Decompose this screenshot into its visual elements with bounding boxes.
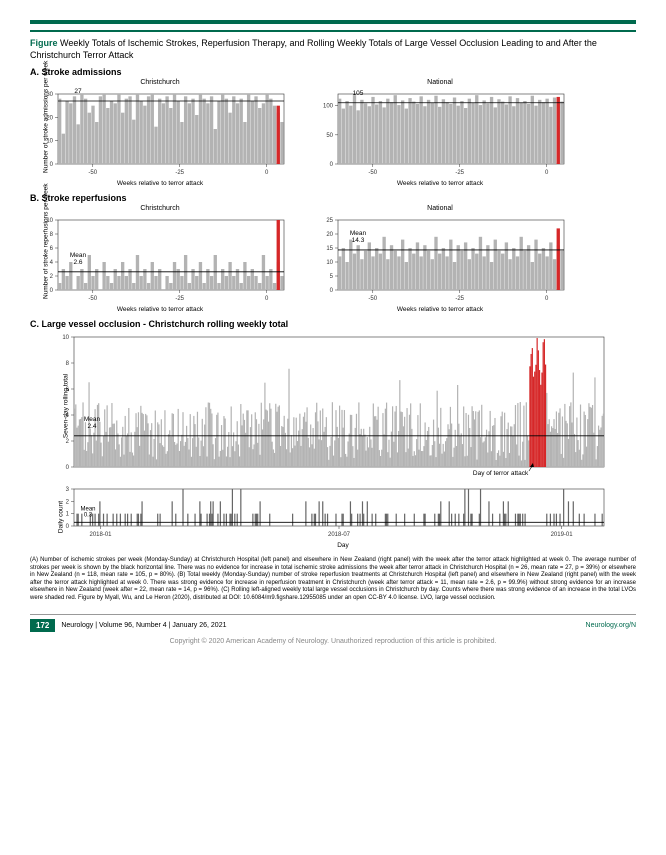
- chart-a-left-xlabel: Weeks relative to terror attack: [30, 180, 290, 187]
- svg-text:0: 0: [50, 288, 54, 294]
- chart-a-left: Christchurch Number of stroke admissions…: [30, 79, 290, 187]
- chart-c-top: Seven-day rolling total 0246810Mean2.4Da…: [50, 331, 636, 481]
- chart-b-left: Christchurch Number of stroke reperfusio…: [30, 205, 290, 313]
- top-rule-2: [30, 30, 636, 32]
- chart-a-right-svg: 050100-50-250Mean105: [310, 88, 570, 178]
- svg-text:-50: -50: [368, 296, 377, 302]
- top-rule: [30, 20, 636, 24]
- page-footer: 172 Neurology | Volume 96, Number 4 | Ja…: [30, 614, 636, 632]
- chart-a-right-title: National: [310, 79, 570, 86]
- page: Figure Weekly Totals of Ischemic Strokes…: [0, 0, 666, 665]
- chart-b-right-xlabel: Weeks relative to terror attack: [310, 306, 570, 313]
- svg-text:-25: -25: [175, 170, 184, 176]
- panel-b-row: Christchurch Number of stroke reperfusio…: [30, 205, 636, 313]
- svg-text:2: 2: [50, 274, 54, 280]
- svg-text:4: 4: [50, 260, 54, 266]
- page-number: 172: [30, 619, 55, 632]
- svg-text:6: 6: [50, 246, 54, 252]
- svg-text:Mean: Mean: [350, 230, 367, 237]
- footer-text: Neurology | Volume 96, Number 4 | Januar…: [61, 622, 226, 629]
- svg-text:2018-07: 2018-07: [328, 532, 351, 538]
- svg-text:2.6: 2.6: [73, 259, 82, 266]
- svg-text:-50: -50: [88, 296, 97, 302]
- chart-c-bottom-xlabel: Day: [50, 542, 636, 549]
- svg-text:0.3: 0.3: [84, 513, 93, 519]
- svg-text:105: 105: [353, 90, 364, 97]
- svg-text:0: 0: [330, 288, 334, 294]
- svg-text:Mean: Mean: [84, 416, 101, 423]
- svg-text:10: 10: [62, 335, 69, 341]
- figure-label: Figure: [30, 38, 58, 48]
- chart-a-right-xlabel: Weeks relative to terror attack: [310, 180, 570, 187]
- svg-text:-25: -25: [455, 296, 464, 302]
- footer-link: Neurology.org/N: [586, 622, 636, 629]
- chart-c-top-svg: 0246810Mean2.4Day of terror attack: [50, 331, 610, 481]
- svg-text:0: 0: [66, 465, 70, 471]
- chart-c-bottom-ylabel: Daily count: [58, 492, 65, 542]
- svg-text:10: 10: [326, 260, 333, 266]
- figure-caption: (A) Number of ischemic strokes per week …: [30, 557, 636, 602]
- svg-text:50: 50: [326, 133, 333, 139]
- panel-a-label: A. Stroke admissions: [30, 67, 636, 77]
- svg-text:-50: -50: [88, 170, 97, 176]
- svg-text:Day of terror attack: Day of terror attack: [473, 470, 529, 477]
- chart-b-left-title: Christchurch: [30, 205, 290, 212]
- chart-a-left-ylabel: Number of stroke admissions per week: [43, 93, 50, 173]
- svg-text:0: 0: [66, 524, 70, 530]
- svg-text:5: 5: [330, 274, 334, 280]
- svg-text:2018-01: 2018-01: [89, 532, 112, 538]
- svg-text:-25: -25: [175, 296, 184, 302]
- svg-text:25: 25: [326, 218, 333, 224]
- figure-title: Figure Weekly Totals of Ischemic Strokes…: [30, 38, 636, 61]
- svg-text:2019-01: 2019-01: [551, 532, 574, 538]
- svg-text:2.4: 2.4: [87, 423, 96, 430]
- svg-text:15: 15: [326, 246, 333, 252]
- chart-a-right: National 050100-50-250Mean105 Weeks rela…: [310, 79, 570, 187]
- chart-c-bottom-svg: 01232018-012018-072019-01Mean0.3: [50, 485, 610, 540]
- chart-a-left-svg: 0102030-50-250Mean27: [30, 88, 290, 178]
- svg-text:2: 2: [66, 500, 70, 506]
- svg-text:0: 0: [265, 296, 269, 302]
- svg-text:0: 0: [265, 170, 269, 176]
- svg-text:0: 0: [545, 296, 549, 302]
- svg-text:1: 1: [66, 512, 70, 518]
- chart-c-top-ylabel: Seven-day rolling total: [63, 366, 70, 446]
- svg-text:0: 0: [545, 170, 549, 176]
- svg-text:0: 0: [50, 162, 54, 168]
- panel-c-label: C. Large vessel occlusion - Christchurch…: [30, 319, 636, 329]
- panel-b-label: B. Stroke reperfusions: [30, 193, 636, 203]
- svg-text:8: 8: [50, 232, 54, 238]
- chart-c-bottom: Daily count 01232018-012018-072019-01Mea…: [50, 485, 636, 549]
- svg-text:20: 20: [326, 232, 333, 238]
- panel-a-row: Christchurch Number of stroke admissions…: [30, 79, 636, 187]
- svg-text:14.3: 14.3: [352, 237, 365, 244]
- chart-b-right-title: National: [310, 205, 570, 212]
- copyright: Copyright © 2020 American Academy of Neu…: [30, 638, 636, 645]
- chart-b-right: National 0 5 10 15 20 25 -50 -25 0 Mean14.3 Weeks…: [310, 205, 570, 313]
- svg-text:100: 100: [323, 104, 334, 110]
- svg-text:-25: -25: [455, 170, 464, 176]
- chart-b-left-svg: 0246810-50-250Mean2.6: [30, 214, 290, 304]
- chart-b-left-ylabel: Number of stroke reperfusions per week: [43, 219, 50, 299]
- svg-text:0: 0: [330, 162, 334, 168]
- chart-b-right-svg: 0 5 10 15 20 25 -50 -25 0 Mean14.3: [310, 214, 570, 304]
- svg-text:-50: -50: [368, 170, 377, 176]
- chart-a-left-title: Christchurch: [30, 79, 290, 86]
- svg-text:Mean: Mean: [70, 252, 87, 259]
- figure-title-text: Weekly Totals of Ischemic Strokes, Reper…: [30, 38, 597, 60]
- svg-text:27: 27: [74, 88, 82, 95]
- chart-b-left-xlabel: Weeks relative to terror attack: [30, 306, 290, 313]
- svg-text:3: 3: [66, 487, 70, 493]
